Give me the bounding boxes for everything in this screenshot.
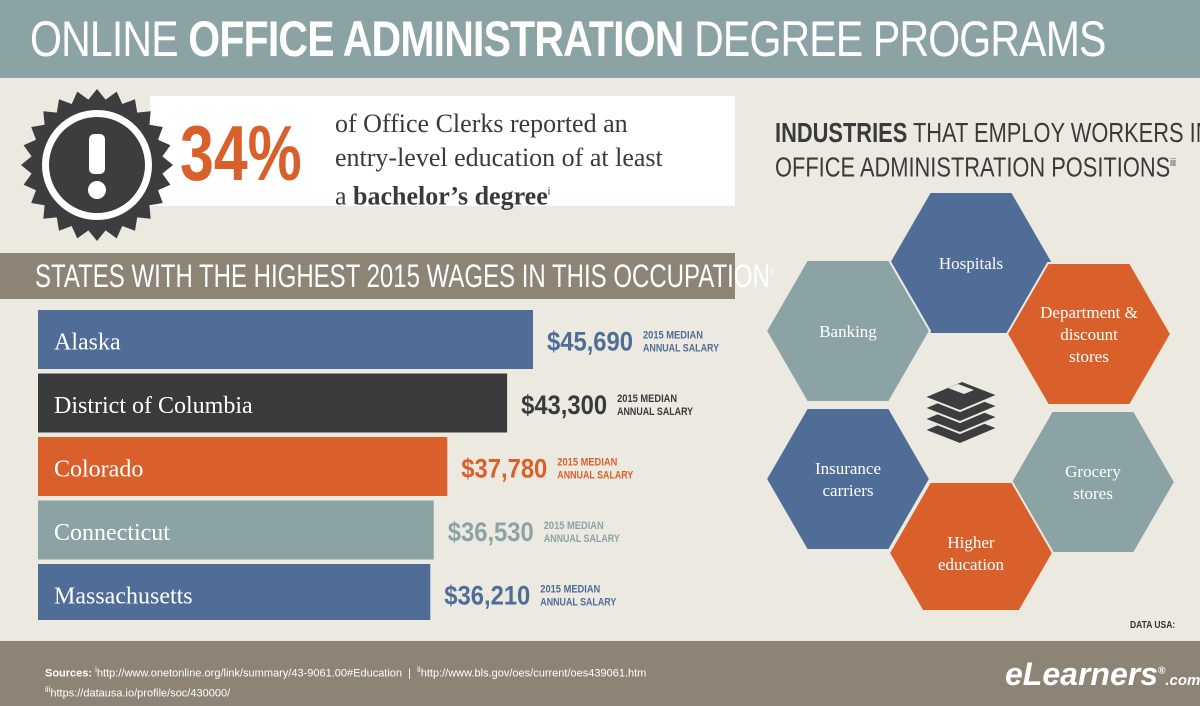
bar-category-label: Massachusetts (54, 584, 193, 610)
bar-caption-line-1: 2015 MEDIAN (643, 330, 703, 342)
bar-value-label: $43,300 (521, 390, 607, 420)
industry-hexagon: Insurance carriers (764, 407, 932, 551)
bar (38, 564, 431, 620)
sources-text: Sources: ihttp://www.onetonline.org/link… (45, 665, 647, 700)
industry-hexagon: Banking (764, 259, 932, 403)
bar-caption-line-2: ANNUAL SALARY (557, 470, 634, 482)
page-title: ONLINE OFFICE ADMINISTRATION DEGREE PROG… (30, 11, 1106, 67)
stat-line-2: entry-level education of at least (335, 143, 663, 172)
industry-label: Banking (819, 322, 877, 341)
industry-label: education (938, 555, 1005, 574)
bar (38, 373, 508, 433)
bar-caption-line-1: 2015 MEDIAN (540, 584, 600, 596)
bar-row: District of Columbia $43,300 2015 MEDIANAN… (38, 373, 694, 433)
datausa-credit: DATA USA: (1130, 620, 1176, 631)
industry-label: Department & (1040, 303, 1138, 322)
industry-hexagon: Higher education (887, 481, 1055, 610)
bar (38, 310, 533, 369)
bar-category-label: Connecticut (54, 520, 170, 546)
industry-label: Hospitals (939, 254, 1003, 273)
bar-caption-line-1: 2015 MEDIAN (544, 520, 604, 532)
industry-label: Higher (947, 533, 995, 552)
footer-bar (0, 641, 1200, 706)
states-section-title: STATES WITH THE HIGHEST 2015 WAGES IN TH… (35, 258, 774, 294)
elearners-logo: eLearners®.com (1005, 656, 1200, 692)
bar-caption-line-2: ANNUAL SALARY (544, 533, 621, 545)
bar-value-label: $37,780 (461, 454, 547, 484)
industry-hexagon: Department & discount stores (1005, 262, 1173, 406)
stat-line-3: a bachelor’s degreei (335, 181, 551, 211)
stat-percent: 34% (180, 109, 302, 197)
bar-category-label: Colorado (54, 457, 143, 483)
industry-hexagon: Grocery stores (1009, 410, 1177, 554)
industry-label: carriers (823, 481, 874, 500)
industry-label: stores (1069, 347, 1109, 366)
bar-caption-line-2: ANNUAL SALARY (617, 406, 694, 418)
bar-caption-line-2: ANNUAL SALARY (643, 343, 720, 355)
bar-value-label: $36,530 (448, 517, 534, 547)
industry-label: Insurance (815, 459, 881, 478)
states-header-bar (0, 253, 735, 299)
bar-value-label: $45,690 (547, 327, 633, 357)
stat-box (150, 96, 735, 206)
industry-hexagon: Hospitals (887, 191, 1055, 335)
hexagon-shape (887, 481, 1055, 610)
bar-category-label: District of Columbia (54, 393, 253, 419)
title-banner (0, 0, 1200, 78)
source-link-i[interactable]: http://www.onetonline.org/link/summary/4… (96, 667, 403, 680)
bar-caption-line-2: ANNUAL SALARY (540, 597, 617, 609)
hexagon-shape (764, 259, 932, 403)
hexagon-shape (764, 407, 932, 551)
industry-label: discount (1060, 325, 1118, 344)
industries-title: INDUSTRIES THAT EMPLOY WORKERS IN OFFICE… (775, 117, 1200, 183)
industry-label: stores (1073, 484, 1113, 503)
stat-description: of Office Clerks reported an entry-level… (335, 107, 663, 214)
source-link-iii[interactable]: https://datausa.io/profile/soc/430000/ (50, 687, 231, 700)
source-link-ii[interactable]: http://www.bls.gov/oes/current/oes439061… (420, 667, 647, 680)
exclamation-badge-icon (21, 89, 173, 241)
bar (38, 500, 434, 560)
industry-label: Grocery (1065, 462, 1121, 481)
bar (38, 437, 448, 496)
books-stack-icon (921, 379, 1001, 446)
bar-caption-line-1: 2015 MEDIAN (557, 457, 617, 469)
bar-value-label: $36,210 (444, 581, 530, 611)
stat-line-1: of Office Clerks reported an (335, 109, 628, 138)
hexagon-shape (1005, 262, 1173, 406)
bar-caption-line-1: 2015 MEDIAN (617, 393, 677, 405)
bar-category-label: Alaska (54, 330, 121, 356)
